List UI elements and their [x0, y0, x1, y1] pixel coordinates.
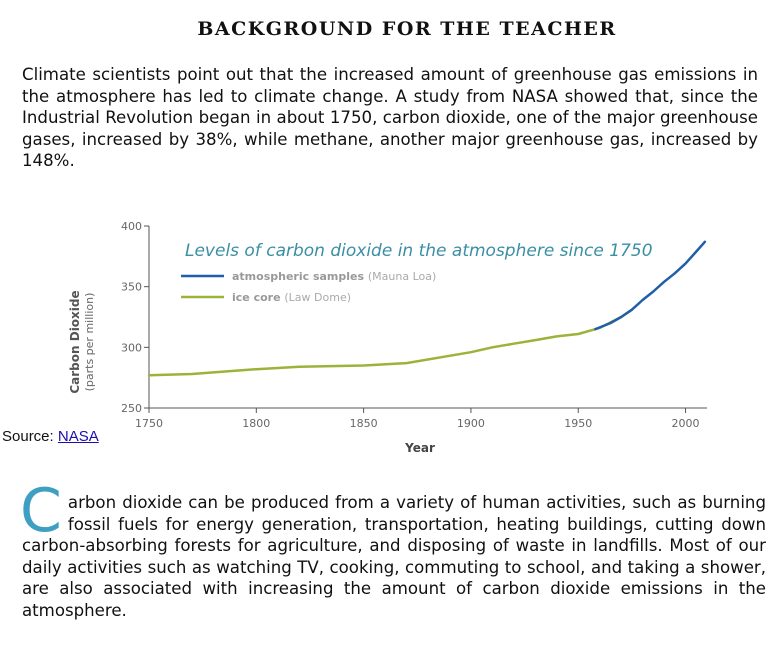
drop-cap: C — [20, 476, 62, 546]
body-paragraph-text: arbon dioxide can be produced from a var… — [22, 493, 766, 620]
legend-sublabel: (Law Dome) — [284, 291, 351, 304]
y-tick-label: 350 — [121, 281, 142, 294]
y-tick-label: 250 — [121, 402, 142, 415]
legend-sublabel: (Mauna Loa) — [368, 270, 436, 283]
x-tick-label: 1750 — [135, 417, 163, 430]
y-axis-label: Carbon Dioxide — [68, 290, 82, 393]
source-line: Source: NASA — [2, 428, 99, 445]
x-axis-label: Year — [404, 441, 435, 455]
x-tick-label: 1850 — [350, 417, 378, 430]
y-tick-label: 400 — [121, 220, 142, 233]
nasa-link[interactable]: NASA — [57, 428, 99, 445]
legend-label: atmospheric samples (Mauna Loa) — [232, 270, 436, 283]
chart-lines — [147, 240, 707, 377]
series-line-icecore — [147, 308, 634, 377]
x-tick-label: 1800 — [242, 417, 270, 430]
chart-title: Levels of carbon dioxide in the atmosphe… — [185, 241, 653, 261]
series-line-atmospheric — [594, 240, 707, 331]
legend-label: ice core (Law Dome) — [232, 291, 351, 304]
x-tick-label: 1950 — [564, 417, 592, 430]
chart-axes: 250 300 350 400 1750 1800 1850 1900 1950 2000 — [121, 220, 707, 430]
source-label: Source: — [2, 428, 58, 445]
chart-svg: 250 300 350 400 1750 1800 1850 1900 1950 2000 Lev… — [68, 220, 707, 455]
y-axis-sublabel: (parts per million) — [83, 293, 96, 392]
x-tick-label: 2000 — [672, 417, 700, 430]
y-tick-label: 300 — [121, 341, 142, 354]
chart-legend: atmospheric samples (Mauna Loa) ice core … — [181, 270, 436, 304]
page-heading: BACKGROUND FOR THE TEACHER — [197, 18, 617, 40]
co2-chart: 250 300 350 400 1750 1800 1850 1900 1950 2000 Lev… — [60, 208, 720, 460]
x-tick-label: 1900 — [457, 417, 485, 430]
intro-paragraph: Climate scientists point out that the in… — [22, 65, 758, 170]
